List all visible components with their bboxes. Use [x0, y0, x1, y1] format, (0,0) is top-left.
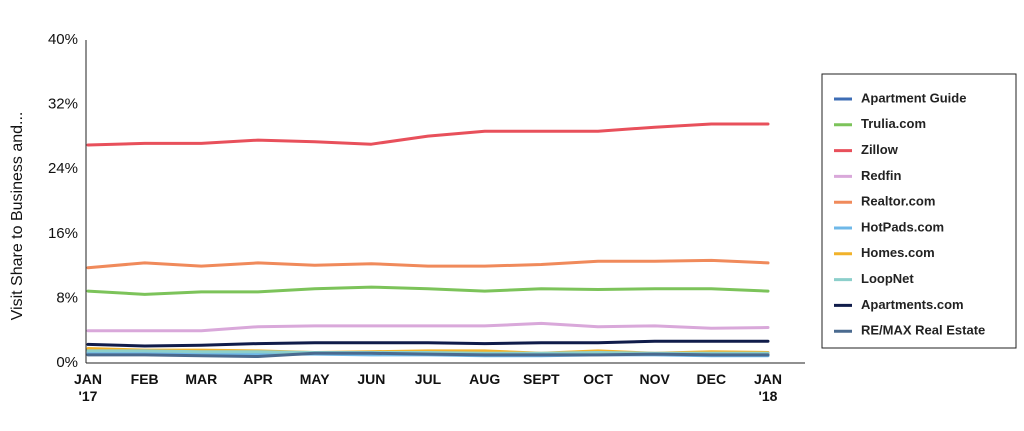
x-tick-label-line: OCT — [583, 371, 613, 387]
x-tick-label: JAN '18 — [754, 371, 782, 404]
y-tick-label: 16% — [48, 225, 78, 242]
legend-label: Redfin — [861, 168, 902, 183]
x-tick-label-line: MAR — [185, 371, 217, 387]
x-tick-label-line: '18 — [759, 388, 778, 404]
legend: Apartment Guide Trulia.com Zillow Redfin Rea… — [821, 73, 1017, 349]
legend-label: RE/MAX Real Estate — [861, 323, 985, 338]
x-tick-label: JUL — [415, 371, 442, 387]
x-tick-label-line: MAY — [300, 371, 330, 387]
legend-label: Zillow — [861, 142, 899, 157]
x-tick-label-line: JUN — [357, 371, 385, 387]
series-line-zillow — [86, 122, 770, 147]
y-tick-label: 8% — [56, 289, 78, 306]
x-tick-label-line: SEPT — [523, 371, 560, 387]
legend-label: Realtor.com — [861, 194, 935, 209]
y-tick-label: 24% — [48, 160, 78, 177]
y-axis: 0% 8% 16% 24% 32% 40% — [48, 31, 87, 371]
legend-label: Apartments.com — [861, 297, 964, 312]
x-tick-label-line: '17 — [79, 388, 98, 404]
x-tick-label-line: JAN — [74, 371, 102, 387]
x-tick-label: JAN '17 — [74, 371, 102, 404]
x-tick-label: FEB — [131, 371, 159, 387]
y-axis-label: Visit Share to Business and... — [9, 112, 26, 321]
y-tick-label: 40% — [48, 31, 78, 48]
y-tick-label: 0% — [56, 354, 78, 371]
series-line-realtor-com — [86, 258, 770, 270]
x-tick-label-line: JUL — [415, 371, 442, 387]
x-tick-label-line: NOV — [639, 371, 670, 387]
legend-label: Apartment Guide — [861, 90, 966, 105]
series-line-redfin — [86, 321, 770, 333]
legend-label: HotPads.com — [861, 219, 944, 234]
legend-label: LoopNet — [861, 271, 914, 286]
x-tick-label-line: APR — [243, 371, 273, 387]
y-tick-label: 32% — [48, 96, 78, 113]
x-tick-label: SEPT — [523, 371, 560, 387]
legend-label: Trulia.com — [861, 116, 926, 131]
series-line-apartments-com — [86, 339, 770, 348]
x-tick-label: MAY — [300, 371, 330, 387]
x-tick-label: DEC — [697, 371, 727, 387]
series-lines — [86, 122, 770, 358]
x-tick-label: JUN — [357, 371, 385, 387]
x-tick-label: MAR — [185, 371, 217, 387]
series-line-trulia-com — [86, 285, 770, 296]
legend-label: Homes.com — [861, 245, 935, 260]
x-tick-label: AUG — [469, 371, 500, 387]
x-tick-label: OCT — [583, 371, 613, 387]
x-tick-label: APR — [243, 371, 273, 387]
x-tick-label-line: DEC — [697, 371, 727, 387]
x-tick-label: NOV — [639, 371, 670, 387]
x-tick-label-line: AUG — [469, 371, 500, 387]
x-tick-label-line: JAN — [754, 371, 782, 387]
legend-box — [821, 73, 1017, 349]
x-tick-label-line: FEB — [131, 371, 159, 387]
series-line-re-max-real-estate — [86, 351, 770, 358]
